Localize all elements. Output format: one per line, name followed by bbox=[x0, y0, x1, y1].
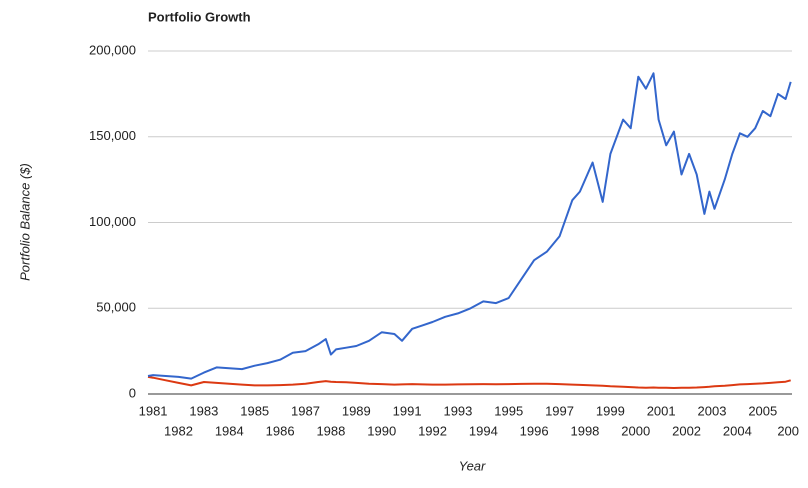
x-tick-label: 1991 bbox=[393, 403, 422, 418]
y-tick-label: 100,000 bbox=[89, 214, 136, 229]
x-tick-label: 1984 bbox=[215, 423, 244, 438]
x-tick-label: 2000 bbox=[621, 423, 650, 438]
y-tick-label: 200,000 bbox=[89, 42, 136, 57]
x-tick-label: 1996 bbox=[520, 423, 549, 438]
x-tick-label: 2003 bbox=[698, 403, 727, 418]
x-tick-label: 1993 bbox=[443, 403, 472, 418]
y-axis-label: Portfolio Balance ($) bbox=[17, 163, 32, 281]
y-tick-label: 150,000 bbox=[89, 128, 136, 143]
x-tick-label: 200 bbox=[777, 423, 799, 438]
y-tick-label: 0 bbox=[129, 385, 136, 400]
x-tick-label: 1997 bbox=[545, 403, 574, 418]
x-tick-label: 1995 bbox=[494, 403, 523, 418]
series-line bbox=[147, 72, 792, 380]
chart-title: Portfolio Growth bbox=[148, 9, 251, 24]
x-tick-label: 1990 bbox=[367, 423, 396, 438]
x-axis-label: Year bbox=[459, 458, 486, 473]
x-tick-label: 2001 bbox=[647, 403, 676, 418]
x-tick-label: 1999 bbox=[596, 403, 625, 418]
x-tick-label: 1992 bbox=[418, 423, 447, 438]
x-tick-label: 2005 bbox=[748, 403, 777, 418]
x-tick-label: 1987 bbox=[291, 403, 320, 418]
x-tick-label: 1982 bbox=[164, 423, 193, 438]
y-tick-label: 50,000 bbox=[96, 300, 136, 315]
series-line bbox=[147, 375, 791, 389]
x-tick-label: 1986 bbox=[266, 423, 295, 438]
x-tick-label: 1988 bbox=[316, 423, 345, 438]
x-tick-label: 1981 bbox=[139, 403, 168, 418]
x-tick-label: 1994 bbox=[469, 423, 498, 438]
x-tick-label: 1985 bbox=[240, 403, 269, 418]
x-tick-label: 2002 bbox=[672, 423, 701, 438]
x-tick-label: 2004 bbox=[723, 423, 752, 438]
x-tick-label: 1989 bbox=[342, 403, 371, 418]
x-tick-label: 1998 bbox=[570, 423, 599, 438]
x-tick-label: 1983 bbox=[189, 403, 218, 418]
